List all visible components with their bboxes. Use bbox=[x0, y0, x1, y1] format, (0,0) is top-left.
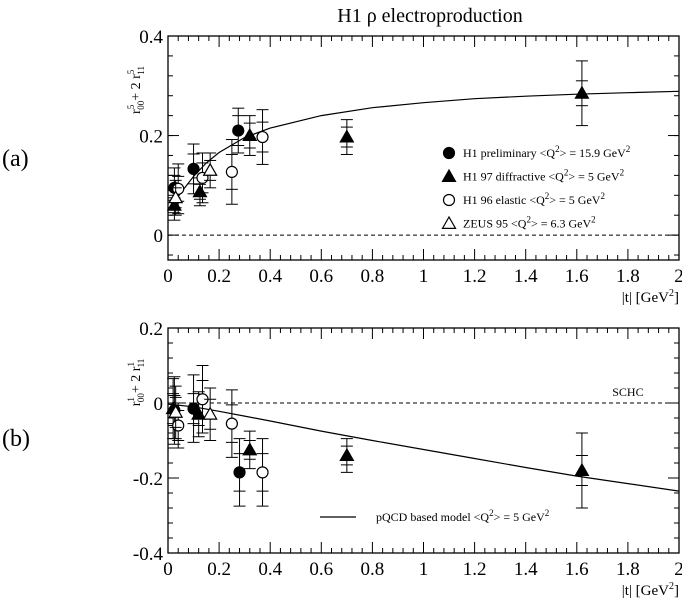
reference-line-label: SCHC bbox=[612, 385, 643, 399]
y-tick-label: 0.2 bbox=[139, 127, 163, 148]
panel-tag: (a) bbox=[2, 146, 29, 172]
data-point bbox=[256, 130, 269, 144]
data-point bbox=[233, 466, 246, 479]
y-tick-label: -0.2 bbox=[133, 469, 163, 490]
data-point bbox=[574, 85, 590, 99]
x-tick-label: 1 bbox=[419, 266, 429, 287]
legend-entry: ZEUS 95 <Q2> = 6.3 GeV2 bbox=[463, 215, 596, 231]
x-tick-label: 0.4 bbox=[258, 266, 282, 287]
y-axis-label: r100+ 2 r111 bbox=[126, 359, 146, 407]
x-tick-label: 0.8 bbox=[361, 559, 385, 580]
panel-tag: (b) bbox=[2, 426, 30, 452]
x-tick-label: 0.2 bbox=[207, 266, 231, 287]
panel-b: 0 0.2 0.4 0.6 0.8 1 1.2 1.4 1.6 1.8 2 -0.4 -0.2 0 0.2 S… bbox=[2, 319, 682, 599]
svg-text:r500+ 2 r511: r500+ 2 r511 bbox=[126, 66, 146, 114]
series-open-circle bbox=[172, 109, 269, 215]
x-tick-label: 1.2 bbox=[463, 559, 487, 580]
x-tick-label: 0.6 bbox=[309, 266, 333, 287]
data-point bbox=[242, 442, 258, 456]
x-tick-label: 2 bbox=[674, 559, 682, 580]
data-point bbox=[225, 417, 238, 430]
y-tick-label: 0 bbox=[154, 226, 164, 247]
x-tick-label: 0.4 bbox=[258, 559, 282, 580]
chart-title: H1 ρ electroproduction bbox=[337, 5, 522, 27]
data-point bbox=[225, 165, 238, 178]
y-tick-label: 0 bbox=[154, 394, 164, 415]
x-tick-label: 1.4 bbox=[514, 266, 538, 287]
data-point bbox=[168, 404, 184, 418]
y-axis-label: r500+ 2 r511 bbox=[126, 66, 146, 114]
series-filled-triangle bbox=[165, 378, 590, 509]
data-point bbox=[202, 162, 218, 176]
legend-marker bbox=[442, 146, 456, 160]
data-point bbox=[242, 127, 258, 142]
x-tick-label: 1.4 bbox=[514, 559, 538, 580]
legend-marker bbox=[441, 168, 457, 182]
x-axis-label: |t| [GeV2] bbox=[622, 581, 679, 599]
x-tick-label: 1 bbox=[419, 559, 429, 580]
series-open-triangle bbox=[168, 152, 218, 216]
legend-marker bbox=[442, 193, 456, 207]
data-point bbox=[256, 466, 269, 479]
model-curve bbox=[167, 403, 680, 492]
data-point bbox=[191, 406, 207, 420]
y-tick-label: -0.4 bbox=[133, 544, 164, 565]
x-axis-label: |t| [GeV2] bbox=[622, 288, 679, 306]
data-point bbox=[187, 162, 200, 176]
x-tick-label: 0 bbox=[163, 559, 173, 580]
x-tick-label: 0 bbox=[163, 266, 173, 287]
y-tick-label: 0.4 bbox=[139, 27, 163, 48]
x-tick-label: 0.2 bbox=[207, 559, 231, 580]
data-point bbox=[172, 419, 185, 432]
x-tick-label: 1.2 bbox=[463, 266, 487, 287]
data-point bbox=[192, 184, 208, 198]
data-point bbox=[339, 129, 355, 143]
svg-text:r100+ 2 r111: r100+ 2 r111 bbox=[126, 359, 146, 407]
data-point bbox=[202, 406, 218, 420]
y-tick-label: 0.2 bbox=[139, 319, 163, 340]
legend-entry: H1 97 diffractive <Q2> = 5 GeV2 bbox=[463, 168, 624, 184]
x-tick-label: 1.8 bbox=[616, 266, 640, 287]
x-tick-label: 0.6 bbox=[309, 559, 333, 580]
data-point bbox=[574, 462, 590, 476]
legend-entry: H1 96 elastic <Q2> = 5 GeV2 bbox=[463, 191, 605, 207]
legend-entry: H1 preliminary <Q2> = 15.9 GeV2 bbox=[463, 144, 630, 160]
series-open-triangle bbox=[168, 385, 218, 441]
legend-entry: pQCD based model <Q2> = 5 GeV2 bbox=[376, 508, 549, 524]
legend-marker bbox=[441, 215, 457, 229]
series-open-circle bbox=[172, 365, 269, 507]
x-tick-label: 0.8 bbox=[361, 266, 385, 287]
data-point bbox=[232, 124, 245, 137]
x-tick-label: 1.6 bbox=[565, 559, 589, 580]
data-point bbox=[339, 447, 355, 461]
panel-a: 0 0.2 0.4 0.6 0.8 1 1.2 1.4 1.6 1.8 2 0 0.2 0.4 H1 pre… bbox=[2, 27, 682, 306]
x-tick-label: 2 bbox=[674, 266, 682, 287]
x-tick-label: 1.6 bbox=[565, 266, 589, 287]
data-point bbox=[168, 190, 184, 204]
x-tick-label: 1.8 bbox=[616, 559, 640, 580]
